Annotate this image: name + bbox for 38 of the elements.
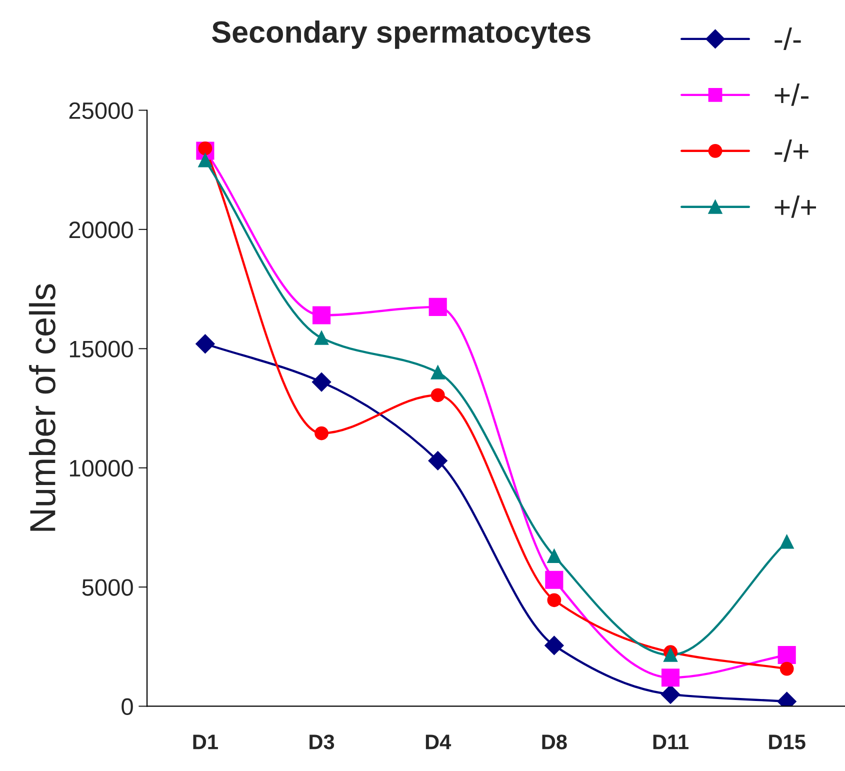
point	[196, 334, 215, 354]
x-tick-label: D15	[769, 734, 806, 750]
point	[544, 636, 564, 655]
point	[780, 662, 794, 676]
point	[312, 306, 331, 324]
point	[430, 366, 445, 380]
point	[547, 593, 562, 608]
x-tick-label: D11	[653, 734, 688, 750]
point	[430, 388, 445, 402]
legend-label: +/-	[774, 83, 808, 106]
point	[428, 298, 447, 316]
y-tick-label: 0	[122, 698, 133, 716]
y-tick-label: 15000	[70, 340, 133, 358]
x-tick-label: D1	[193, 734, 218, 750]
x-tick-label: D8	[542, 734, 567, 750]
point	[661, 668, 680, 687]
y-tick-label: 25000	[69, 102, 133, 120]
chart-title: Secondary spermatocytes	[212, 20, 590, 49]
y-axis-title: Number of cells	[28, 284, 56, 531]
point	[428, 451, 448, 470]
point	[547, 549, 562, 563]
point	[198, 153, 212, 168]
x-tick-label: D3	[310, 734, 334, 750]
legend-label: +/+	[774, 195, 816, 218]
y-tick-label: 5000	[82, 579, 133, 596]
point	[780, 534, 794, 549]
point	[664, 648, 678, 662]
y-tick-label: 10000	[70, 460, 133, 477]
point	[778, 646, 796, 664]
legend-label: -/-	[774, 28, 801, 50]
point	[314, 426, 328, 440]
y-tick-label: 20000	[69, 222, 133, 238]
x-tick-label: D4	[426, 734, 452, 750]
point	[312, 372, 332, 392]
legend-label: -/+	[774, 139, 808, 162]
point	[545, 570, 564, 589]
point	[660, 684, 680, 704]
point	[314, 330, 328, 345]
